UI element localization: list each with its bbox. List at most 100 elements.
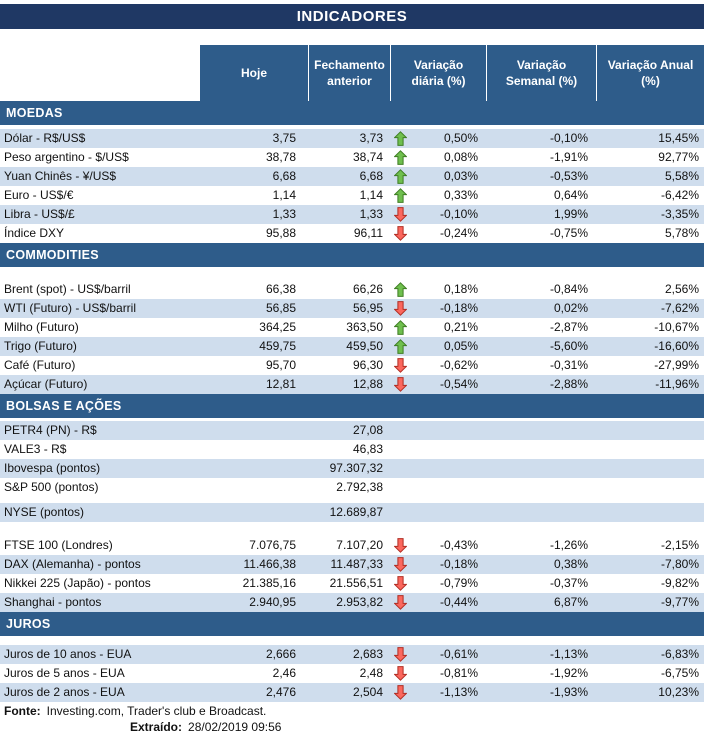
- fechamento-anterior-value: 1,14: [359, 188, 383, 202]
- variacao-anual-value: -6,42%: [660, 188, 699, 202]
- variacao-semanal-value: -1,92%: [549, 666, 588, 680]
- variacao-semanal-value: -1,93%: [549, 685, 588, 699]
- hoje-value: 12,81: [265, 377, 296, 391]
- row-label: Café (Futuro): [4, 358, 76, 372]
- fechamento-anterior-value: 21.556,51: [329, 576, 383, 590]
- table-row: Juros de 5 anos - EUA 2,46 2,48 -0,81% -1,92…: [0, 664, 704, 683]
- variacao-diaria-cell: 0,33%: [390, 186, 486, 205]
- variacao-anual-value: -7,80%: [660, 557, 699, 571]
- variacao-anual-value: -11,96%: [655, 377, 699, 391]
- column-header-variacao-semanal: Variação Semanal (%): [486, 45, 596, 101]
- variacao-anual-value: -6,83%: [660, 647, 699, 661]
- hoje-value: 11.466,38: [243, 557, 297, 571]
- variacao-semanal-value: -0,37%: [549, 576, 588, 590]
- fechamento-anterior-value: 2,504: [352, 685, 383, 699]
- variacao-diaria-cell: -0,18%: [390, 299, 486, 318]
- fechamento-anterior-value: 12.689,87: [329, 505, 383, 519]
- row-label: Dólar - R$/US$: [4, 131, 86, 145]
- variacao-anual-value: [596, 459, 704, 478]
- up-arrow-icon: [394, 188, 407, 203]
- column-header-fechamento-anterior: Fechamento anterior: [308, 45, 390, 101]
- table-row: Nikkei 225 (Japão) - pontos 21.385,16 21.5…: [0, 574, 704, 593]
- up-arrow-icon: [394, 150, 407, 165]
- header-corner: [0, 45, 200, 101]
- row-spacer: [0, 267, 704, 280]
- variacao-diaria-cell: [390, 421, 486, 440]
- row-label: FTSE 100 (Londres): [4, 538, 113, 552]
- variacao-semanal-value: -1,13%: [549, 647, 588, 661]
- variacao-semanal-value: 0,02%: [553, 301, 588, 315]
- variacao-anual-value: [596, 440, 704, 459]
- variacao-diaria-cell: -0,43%: [390, 536, 486, 555]
- row-label: Libra - US$/£: [4, 207, 75, 221]
- extracted-label: Extraído:: [130, 720, 183, 734]
- variacao-diaria-cell: -1,13%: [390, 683, 486, 702]
- variacao-semanal-value: [486, 440, 596, 459]
- fechamento-anterior-value: 27,08: [352, 423, 383, 437]
- table-row: Milho (Futuro) 364,25 363,50 0,21% -2,87% -10…: [0, 318, 704, 337]
- variacao-diaria-value: -0,79%: [439, 576, 478, 590]
- down-arrow-icon: [394, 538, 407, 553]
- variacao-diaria-value: -0,18%: [439, 557, 478, 571]
- variacao-semanal-value: [486, 459, 596, 478]
- variacao-diaria-value: -0,44%: [439, 595, 478, 609]
- down-arrow-icon: [394, 377, 407, 392]
- hoje-value: 95,88: [265, 226, 296, 240]
- hoje-value: 2,46: [272, 666, 296, 680]
- variacao-semanal-value: -0,84%: [549, 282, 588, 296]
- row-spacer: [0, 636, 704, 645]
- variacao-diaria-value: -0,62%: [439, 358, 478, 372]
- hoje-value: 95,70: [265, 358, 296, 372]
- variacao-diaria-cell: 0,21%: [390, 318, 486, 337]
- variacao-diaria-cell: -0,62%: [390, 356, 486, 375]
- section-header-bolsas-e-acoes: BOLSAS E AÇÕES: [0, 394, 704, 418]
- up-arrow-icon: [394, 131, 407, 146]
- variacao-semanal-value: [486, 478, 596, 497]
- hoje-value: 459,75: [259, 339, 296, 353]
- variacao-diaria-cell: [390, 503, 486, 522]
- variacao-diaria-cell: -0,44%: [390, 593, 486, 612]
- variacao-anual-value: 2,56%: [664, 282, 699, 296]
- variacao-diaria-value: 0,33%: [443, 188, 478, 202]
- variacao-diaria-cell: -0,81%: [390, 664, 486, 683]
- down-arrow-icon: [394, 358, 407, 373]
- fechamento-anterior-value: 11.487,33: [330, 557, 384, 571]
- fechamento-anterior-value: 12,88: [352, 377, 383, 391]
- down-arrow-icon: [394, 666, 407, 681]
- variacao-diaria-value: -0,18%: [439, 301, 478, 315]
- fechamento-anterior-value: 38,74: [352, 150, 383, 164]
- row-label: Shanghai - pontos: [4, 595, 102, 609]
- table-row: WTI (Futuro) - US$/barril 56,85 56,95 -0,18…: [0, 299, 704, 318]
- variacao-semanal-value: -1,91%: [549, 150, 588, 164]
- variacao-semanal-value: -0,31%: [549, 358, 588, 372]
- report-footer: Fonte: Investing.com, Trader's club e Bro…: [0, 704, 704, 735]
- variacao-anual-value: [596, 421, 704, 440]
- variacao-diaria-value: 0,21%: [443, 320, 478, 334]
- hoje-value: 2,476: [265, 685, 296, 699]
- variacao-diaria-cell: 0,03%: [390, 167, 486, 186]
- fechamento-anterior-value: 1,33: [359, 207, 383, 221]
- table-row: Índice DXY 95,88 96,11 -0,24% -0,75% 5,78%: [0, 224, 704, 243]
- down-arrow-icon: [394, 595, 407, 610]
- row-label: Juros de 2 anos - EUA: [4, 685, 125, 699]
- table-row: Libra - US$/£ 1,33 1,33 -0,10% 1,99% -3,35%: [0, 205, 704, 224]
- hoje-value: 7.076,75: [249, 538, 296, 552]
- row-label: Peso argentino - $/US$: [4, 150, 129, 164]
- row-label: Índice DXY: [4, 226, 65, 240]
- variacao-diaria-value: 0,03%: [443, 169, 478, 183]
- down-arrow-icon: [394, 207, 407, 222]
- variacao-anual-value: -6,75%: [660, 666, 699, 680]
- variacao-diaria-value: -0,81%: [439, 666, 478, 680]
- hoje-value: 2.940,95: [249, 595, 296, 609]
- arrow-slot-empty: [394, 505, 407, 520]
- row-label: DAX (Alemanha) - pontos: [4, 557, 141, 571]
- table-body: MOEDAS Dólar - R$/US$ 3,75 3,73 0,50% -0,10% 1…: [0, 101, 704, 702]
- variacao-diaria-cell: -0,79%: [390, 574, 486, 593]
- variacao-diaria-cell: -0,61%: [390, 645, 486, 664]
- column-header-hoje: Hoje: [200, 45, 308, 101]
- table-row: Trigo (Futuro) 459,75 459,50 0,05% -5,60% -16…: [0, 337, 704, 356]
- row-label: Nikkei 225 (Japão) - pontos: [4, 576, 151, 590]
- up-arrow-icon: [394, 169, 407, 184]
- fechamento-anterior-value: 2,48: [359, 666, 383, 680]
- row-spacer: [0, 522, 704, 536]
